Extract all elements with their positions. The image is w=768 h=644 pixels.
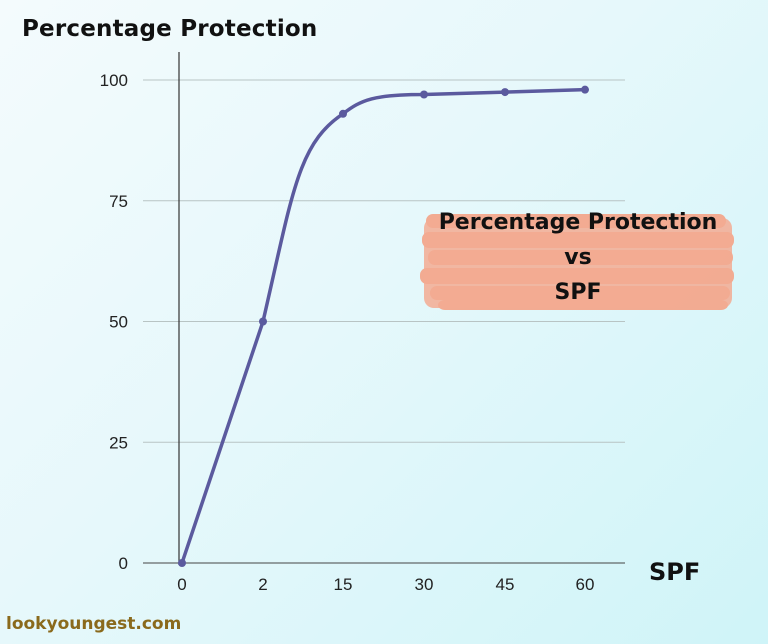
x-tick-label: 30 — [415, 575, 434, 594]
y-tick-label: 75 — [109, 192, 128, 211]
y-tick-label: 25 — [109, 433, 128, 452]
annotation-line-3: SPF — [554, 280, 602, 305]
watermark: lookyoungest.com — [6, 614, 182, 634]
data-point — [339, 109, 347, 118]
x-tick-label: 60 — [576, 575, 595, 594]
x-tick-label: 45 — [496, 575, 515, 594]
y-tick-labels: 0 25 50 75 100 — [100, 71, 128, 573]
data-point — [501, 88, 509, 97]
annotation-highlight — [420, 214, 734, 310]
y-axis-title: Percentage Protection — [22, 16, 318, 42]
series-line — [180, 87, 587, 565]
data-point — [420, 90, 428, 99]
chart-annotation: Percentage Protection vs SPF — [418, 205, 738, 310]
x-tick-labels: 0 2 15 30 45 60 — [177, 575, 594, 594]
y-tick-label: 0 — [119, 554, 128, 573]
annotation-line-1: Percentage Protection — [438, 210, 718, 235]
data-points — [178, 85, 589, 567]
x-tick-label: 0 — [177, 575, 186, 594]
x-axis-title: SPF — [649, 558, 701, 586]
gridlines — [143, 79, 625, 564]
data-point — [178, 559, 186, 567]
y-tick-label: 50 — [109, 313, 128, 332]
x-tick-label: 15 — [334, 575, 353, 594]
data-point — [581, 85, 589, 94]
data-point — [259, 317, 267, 326]
x-tick-label: 2 — [258, 575, 267, 594]
y-tick-label: 100 — [100, 71, 128, 90]
annotation-line-2: vs — [564, 245, 592, 270]
